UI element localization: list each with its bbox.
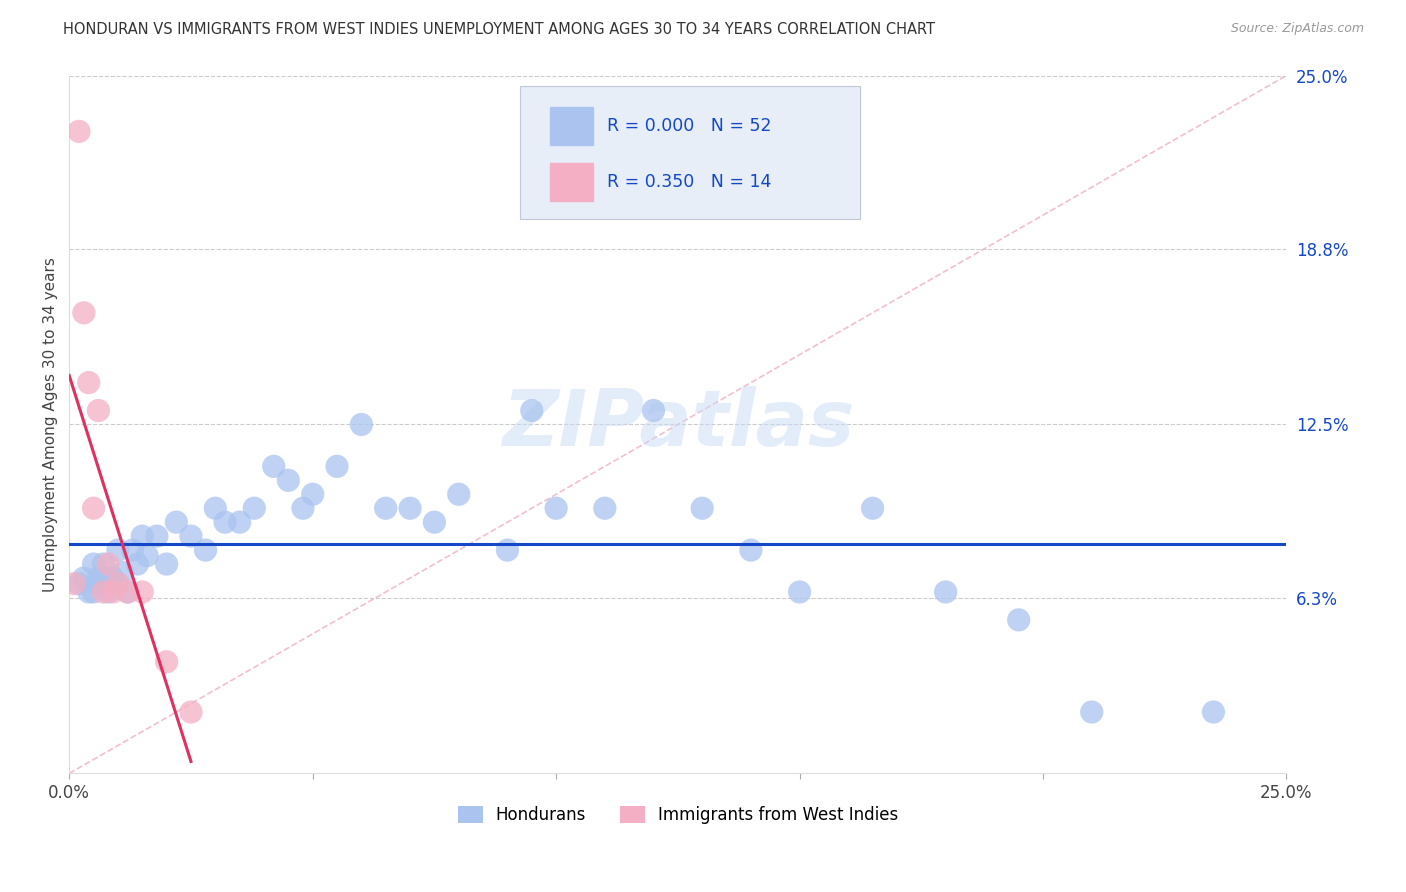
Point [117, 585, 139, 599]
Point [180, 705, 202, 719]
Point [63, 576, 86, 591]
Point [146, 529, 169, 543]
Point [83, 501, 105, 516]
Point [136, 549, 159, 563]
Point [67, 124, 90, 138]
Point [277, 473, 299, 487]
Y-axis label: Unemployment Among Ages 30 to 34 years: Unemployment Among Ages 30 to 34 years [44, 257, 58, 592]
Point [107, 543, 129, 558]
Point [194, 543, 217, 558]
Point [77, 376, 100, 390]
Point [374, 501, 396, 516]
Point [546, 501, 568, 516]
Point [496, 543, 519, 558]
Point [131, 585, 153, 599]
Point [228, 515, 250, 529]
Point [101, 571, 124, 585]
Point [326, 459, 349, 474]
Point [690, 501, 713, 516]
Point [87, 571, 110, 585]
Bar [550, 107, 593, 145]
Point [83, 585, 105, 599]
Text: ZIPatlas: ZIPatlas [502, 386, 853, 462]
Text: HONDURAN VS IMMIGRANTS FROM WEST INDIES UNEMPLOYMENT AMONG AGES 30 TO 34 YEARS C: HONDURAN VS IMMIGRANTS FROM WEST INDIES … [63, 22, 935, 37]
Point [643, 403, 665, 417]
Point [243, 501, 266, 516]
Point [155, 655, 177, 669]
Point [73, 306, 96, 320]
Point [214, 515, 236, 529]
Point [107, 576, 129, 591]
Point [520, 403, 543, 417]
Text: R = 0.350   N = 14: R = 0.350 N = 14 [607, 173, 772, 191]
Point [204, 501, 226, 516]
Point [87, 403, 110, 417]
Legend: Hondurans, Immigrants from West Indies: Hondurans, Immigrants from West Indies [457, 806, 898, 824]
Point [789, 585, 811, 599]
Point [165, 515, 187, 529]
Point [127, 557, 149, 571]
Point [155, 557, 177, 571]
Point [97, 585, 120, 599]
Point [447, 487, 470, 501]
Point [111, 566, 134, 580]
Point [263, 459, 285, 474]
Point [1080, 705, 1102, 719]
Point [291, 501, 314, 516]
Point [73, 571, 96, 585]
Point [1008, 613, 1031, 627]
Point [97, 571, 120, 585]
Point [77, 585, 100, 599]
Bar [550, 162, 593, 201]
Point [67, 576, 90, 591]
FancyBboxPatch shape [520, 86, 860, 219]
Point [862, 501, 884, 516]
Point [121, 543, 143, 558]
Point [180, 529, 202, 543]
Point [935, 585, 957, 599]
Point [593, 501, 616, 516]
Point [107, 576, 129, 591]
Point [350, 417, 373, 432]
Point [91, 585, 114, 599]
Point [423, 515, 446, 529]
Point [117, 585, 139, 599]
Point [1202, 705, 1225, 719]
Text: R = 0.000   N = 52: R = 0.000 N = 52 [607, 118, 772, 136]
Point [91, 576, 114, 591]
Point [131, 529, 153, 543]
Point [740, 543, 762, 558]
Point [101, 585, 124, 599]
Point [301, 487, 323, 501]
Point [87, 576, 110, 591]
Point [399, 501, 422, 516]
Point [91, 557, 114, 571]
Text: Source: ZipAtlas.com: Source: ZipAtlas.com [1230, 22, 1364, 36]
Point [83, 557, 105, 571]
Point [97, 557, 120, 571]
